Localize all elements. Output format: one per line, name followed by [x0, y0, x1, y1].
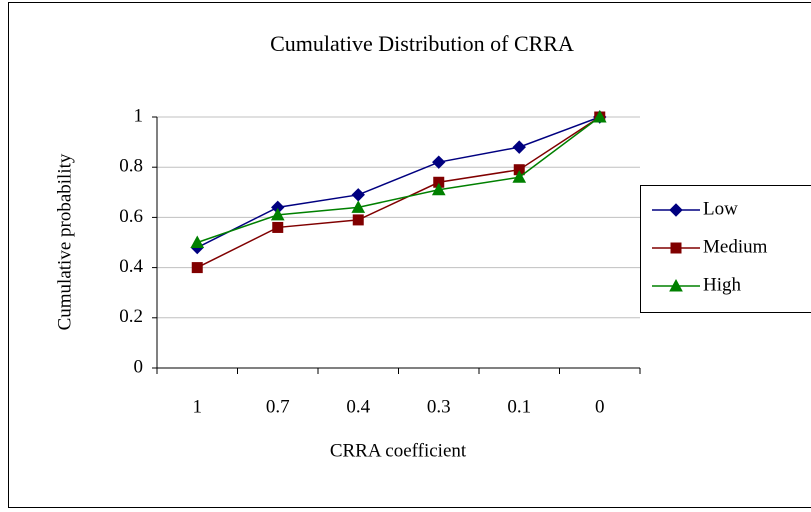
x-tick-label: 0.7: [266, 396, 290, 417]
legend-marker: [669, 278, 683, 292]
series-line: [197, 116, 601, 244]
marker: [512, 170, 527, 183]
marker: [592, 109, 607, 123]
x-tick-label: 0: [595, 396, 605, 417]
x-tick-label: 0.3: [427, 396, 451, 417]
marker: [512, 140, 526, 154]
legend-marker: [670, 242, 682, 254]
y-tick-label: 0: [134, 356, 144, 377]
x-tick-label: 0.4: [346, 396, 370, 417]
y-tick-label: 0.8: [119, 156, 143, 177]
y-tick-label: 1: [134, 105, 144, 126]
y-tick-label: 0.2: [119, 306, 143, 327]
marker: [191, 262, 203, 274]
y-tick-label: 0.4: [119, 256, 143, 277]
marker: [431, 182, 446, 196]
legend-box: [640, 185, 811, 313]
legend-label: High: [703, 274, 742, 295]
y-tick-label: 0.6: [119, 206, 143, 227]
x-tick-label: 0.1: [507, 396, 531, 417]
marker: [270, 207, 285, 221]
marker: [352, 214, 364, 226]
marker: [432, 155, 446, 169]
series-line: [196, 116, 601, 269]
series-line: [196, 116, 601, 249]
legend-label: Low: [703, 198, 738, 219]
y-axis-label: Cumulative probability: [54, 153, 75, 330]
chart-title: Cumulative Distribution of CRRA: [270, 31, 574, 56]
marker: [351, 200, 366, 213]
x-axis-label: CRRA coefficient: [330, 440, 467, 461]
legend-marker: [669, 203, 683, 217]
legend-label: Medium: [703, 236, 768, 257]
x-tick-label: 1: [193, 396, 203, 417]
marker: [272, 221, 284, 233]
marker: [190, 235, 205, 248]
